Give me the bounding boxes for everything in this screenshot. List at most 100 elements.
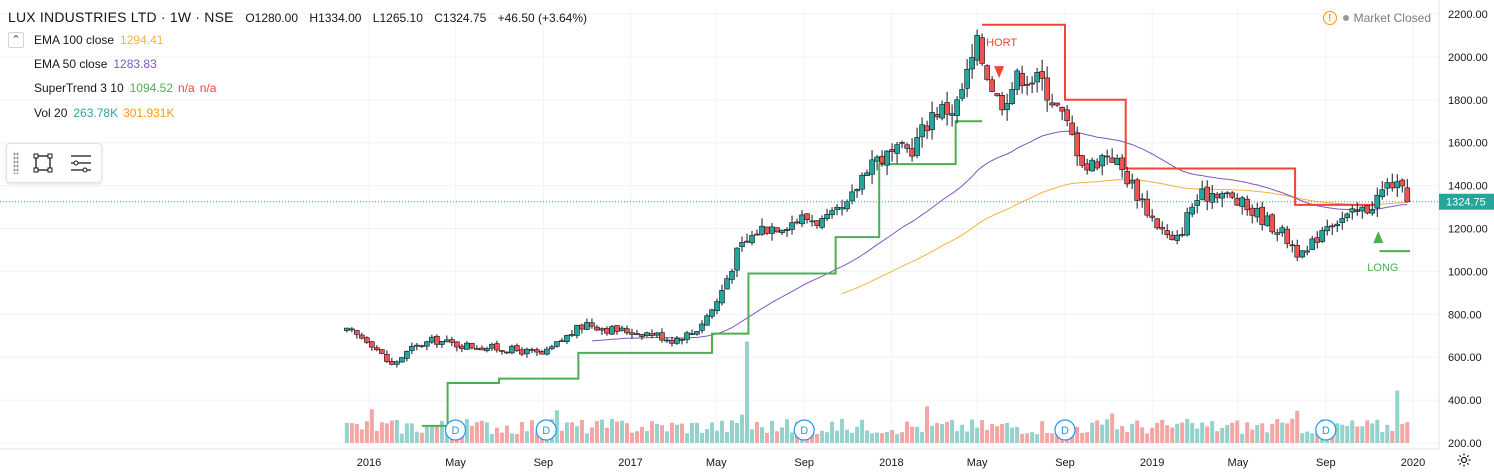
volume-bar (875, 432, 880, 443)
ema50-legend[interactable]: EMA 50 close 1283.83 (34, 57, 157, 71)
volume-legend[interactable]: Vol 20 263.78K 301.931K (34, 106, 174, 120)
time-tick-label: May (445, 457, 466, 469)
candle-body (479, 347, 485, 351)
symbol-title[interactable]: LUX INDUSTRIES LTD · 1W · NSE (8, 9, 234, 25)
volume-bar (945, 421, 950, 443)
candle-body (494, 343, 500, 351)
dividend-marker-label: D (542, 425, 550, 437)
ema100-legend[interactable]: ⌃ EMA 100 close 1294.41 (8, 32, 163, 48)
volume-bar (955, 431, 960, 443)
candle-body (1024, 84, 1030, 86)
volume-bar (1120, 425, 1125, 443)
volume-bar (564, 422, 569, 443)
candle-body (789, 222, 795, 230)
price-tick-label: 2200.00 (1448, 9, 1488, 21)
candle-body (1194, 200, 1200, 206)
volume-bar (1015, 426, 1020, 443)
candle-body (599, 328, 605, 331)
volume-bar (479, 420, 484, 443)
candle-body (514, 345, 520, 351)
volume-bar (1265, 432, 1270, 443)
volume-bar (424, 425, 429, 443)
price-tick-label: 400.00 (1448, 395, 1482, 407)
volume-bar (619, 420, 624, 443)
dividend-marker[interactable] (793, 419, 815, 441)
candle-body (1299, 250, 1306, 258)
dividend-marker[interactable] (1054, 419, 1076, 441)
volume-bar (880, 433, 885, 443)
volume-bar (674, 424, 679, 443)
volume-bar (935, 422, 940, 443)
volume-bar (980, 420, 985, 443)
candle-body (824, 214, 830, 219)
candle-body (359, 334, 365, 339)
ohlc-values: O1280.00 H1334.00 L1265.10 C1324.75 +46.… (245, 11, 587, 25)
candle-body (944, 102, 950, 115)
long-signal-label: LONG (1367, 262, 1398, 274)
volume-bar (584, 433, 589, 443)
candle-body (744, 240, 750, 243)
volume-bar (359, 429, 364, 443)
time-tick-label: May (706, 457, 727, 469)
candle-body (1289, 244, 1296, 247)
volume-bar (499, 432, 504, 443)
dividend-marker[interactable] (1315, 419, 1337, 441)
warning-icon[interactable]: ! (1322, 11, 1337, 25)
candle-body (1319, 230, 1326, 242)
collapse-legend-chevron-icon[interactable]: ⌃ (8, 32, 24, 48)
candle-body (1139, 198, 1145, 201)
ema100-label: EMA 100 close (34, 33, 115, 47)
candle-body (559, 340, 565, 342)
candle-body (1189, 206, 1195, 215)
price-tick-label: 1600.00 (1448, 138, 1488, 150)
candle-body (1144, 198, 1150, 216)
candle-body (579, 324, 585, 330)
volume-bar (344, 422, 349, 443)
low-value: 1265.10 (379, 11, 423, 25)
candle-body (369, 341, 375, 348)
volume-bar (1335, 423, 1340, 443)
candle-body (864, 172, 870, 176)
dividend-marker[interactable] (535, 419, 557, 441)
object-tree-icon[interactable] (67, 149, 95, 177)
candle-body (1349, 208, 1356, 213)
candle-body (669, 340, 675, 344)
candle-body (679, 339, 685, 341)
market-status[interactable]: ! Market Closed (1322, 11, 1431, 25)
candle-body (1259, 206, 1266, 226)
drag-handle-icon[interactable] (13, 152, 19, 174)
candle-body (919, 124, 925, 138)
supertrend-legend[interactable]: SuperTrend 3 10 1094.52 n/a n/a (34, 81, 216, 95)
candle-body (1339, 218, 1346, 223)
price-tag-background (1439, 193, 1494, 210)
candle-body (794, 221, 800, 224)
candle-body (619, 327, 625, 331)
rectangle-tool-icon[interactable] (29, 149, 57, 177)
candle-body (1029, 82, 1035, 85)
volume-bar (1385, 424, 1390, 443)
volume-bar (1285, 423, 1290, 443)
candle-body (1059, 106, 1065, 112)
candle-body (1354, 210, 1361, 212)
candle-body (1344, 213, 1351, 218)
candle-body (1244, 198, 1251, 211)
candle-body (554, 341, 560, 347)
dividend-marker[interactable] (444, 419, 467, 441)
candle-body (1369, 209, 1376, 214)
candle-body (459, 345, 465, 349)
volume-bar (434, 426, 439, 443)
candle-body (539, 351, 545, 355)
candle-body (1109, 157, 1115, 163)
volume-bar (1375, 419, 1380, 443)
candle-body (1229, 192, 1236, 198)
volume-bar (689, 422, 694, 443)
dividend-marker-label: D (1322, 425, 1330, 437)
candle-body (574, 325, 580, 336)
volume-bar (664, 431, 669, 443)
candle-body (719, 290, 725, 304)
candle-body (749, 235, 755, 244)
gear-icon[interactable] (1456, 452, 1472, 468)
volume-bar (384, 423, 389, 443)
volume-bar (1290, 418, 1295, 443)
